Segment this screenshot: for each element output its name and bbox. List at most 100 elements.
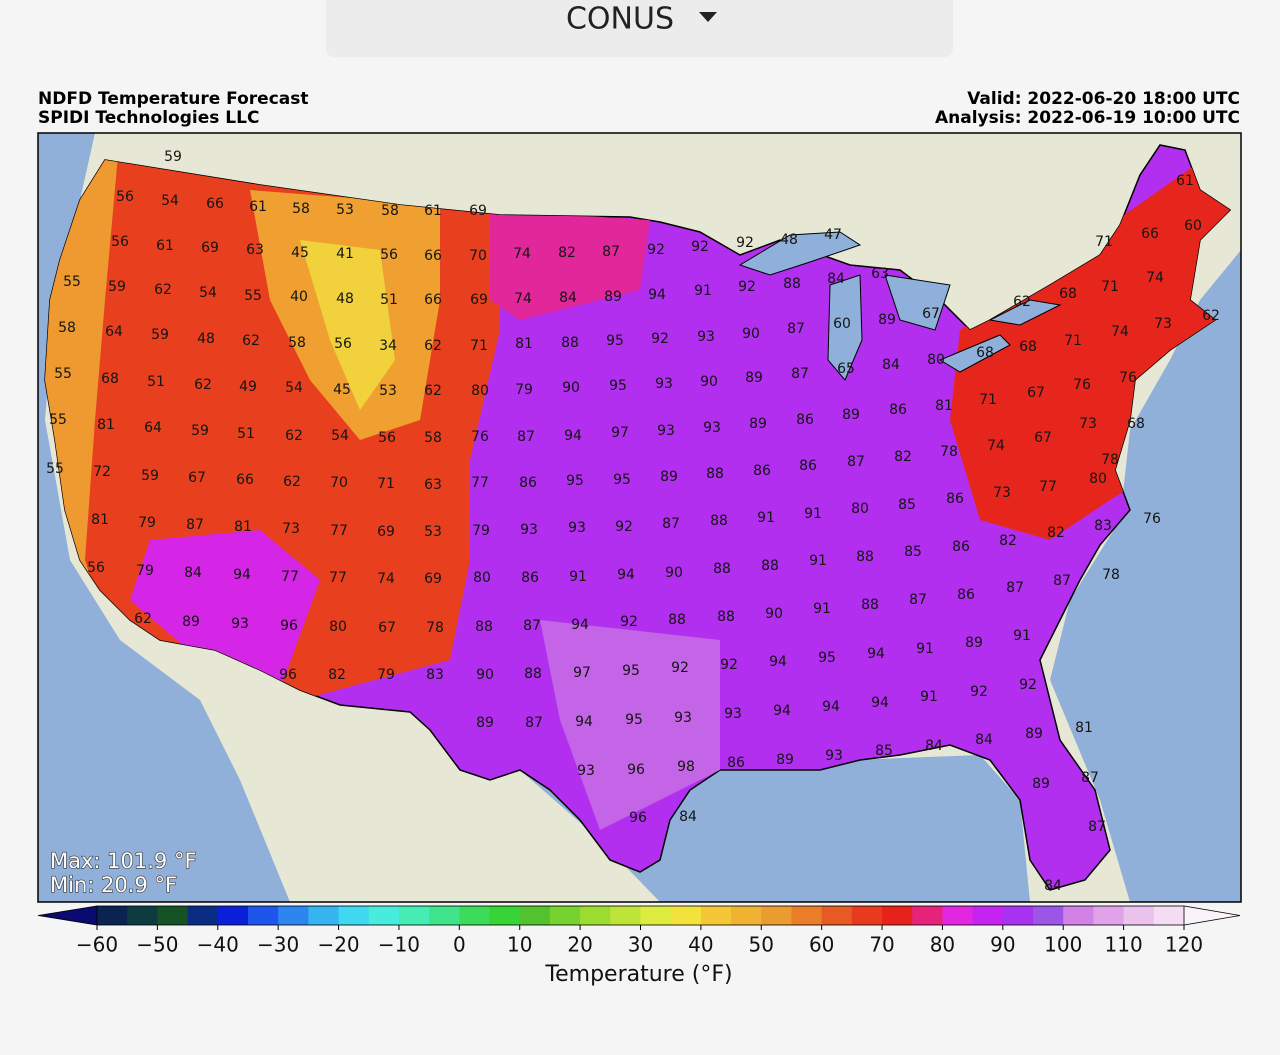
colorbar-bin [217,906,249,925]
temperature-label: 56 [334,336,352,352]
temperature-label: 77 [281,569,299,585]
colorbar-bin [912,906,943,925]
temperature-label: 78 [940,444,958,460]
dropdown-label[interactable]: CONUS [566,2,674,37]
temperature-label: 68 [976,345,994,361]
temperature-label: 95 [606,333,624,349]
max-stat: Max: 101.9 °F [50,849,197,873]
temperature-label: 88 [783,276,801,292]
temperature-label: 96 [629,810,647,826]
temperature-label: 85 [904,544,922,560]
dropdown-box[interactable] [326,0,953,57]
map-frame [37,132,1242,903]
temperature-label: 73 [282,521,300,537]
temperature-label: 94 [571,617,589,633]
temperature-label: 89 [745,370,763,386]
temperature-label: 93 [697,329,715,345]
temperature-label: 55 [54,366,72,382]
temperature-label: 93 [231,616,249,632]
temperature-label: 66 [424,292,442,308]
temperature-label: 63 [424,477,442,493]
colorbar-bin [157,906,189,925]
temperature-label: 94 [769,654,787,670]
temperature-label: 80 [1089,471,1107,487]
temperature-label: 62 [283,474,301,490]
temperature-label: 87 [847,454,865,470]
colorbar-tick-label: −20 [317,933,359,957]
temperature-label: 34 [379,338,397,354]
colorbar-tick-label: 0 [453,933,466,957]
temperature-label: 90 [765,606,783,622]
temperature-label: 87 [662,516,680,532]
temperature-label: 67 [1034,430,1052,446]
temperature-label: 98 [677,759,695,775]
temperature-label: 51 [147,374,165,390]
temperature-label: 74 [513,246,531,262]
temperature-labels: 59 56 54 66 61 58 53 58 61 69 56 61 69 63 45 41 56 66 70 74… [46,149,1220,894]
temperature-label: 76 [1073,377,1091,393]
temperature-label: 91 [813,601,831,617]
temperature-label: 87 [517,429,535,445]
temperature-label: 82 [999,533,1017,549]
temperature-label: 87 [602,244,620,260]
temperature-label: 89 [965,635,983,651]
temperature-label: 72 [93,464,111,480]
temperature-label: 93 [825,748,843,764]
temperature-label: 74 [987,438,1005,454]
colorbar-tick-label: −50 [136,933,178,957]
colorbar-bin [97,906,128,925]
colorbar-bin [368,906,400,925]
temperature-label: 82 [894,449,912,465]
temperature-label: 86 [519,475,537,491]
temperature-label: 54 [161,193,179,209]
dropdown-arrow[interactable] [699,12,717,22]
temperature-label: 59 [191,423,209,439]
temperature-label: 82 [558,245,576,261]
colorbar-bin [398,906,430,925]
temperature-label: 80 [473,570,491,586]
dropdown[interactable]: CONUS [326,0,953,57]
temperature-label: 68 [1059,286,1077,302]
temperature-label: 86 [889,402,907,418]
temperature-label: 40 [290,289,308,305]
colorbar-under [37,905,98,926]
temperature-label: 88 [861,597,879,613]
temperature-label: 54 [285,380,303,396]
temperature-label: 59 [151,327,169,343]
temperature-label: 90 [742,326,760,342]
temperature-label: 89 [1032,776,1050,792]
temperature-label: 54 [199,285,217,301]
colorbar-bin [791,906,823,925]
temperature-label: 69 [201,240,219,256]
temperature-label: 78 [1101,452,1119,468]
temperature-label: 89 [878,312,896,328]
temperature-label: 93 [568,520,586,536]
temperature-label: 62 [242,333,260,349]
colorbar-bin [1063,906,1094,925]
colorbar-tick-label: 20 [567,933,592,957]
temperature-label: 91 [694,283,712,299]
temperature-label: 84 [827,271,845,287]
colorbar-tick-label: −60 [76,933,118,957]
temperature-label: 45 [291,245,309,261]
temperature-label: 79 [377,667,395,683]
temperature-label: 71 [1095,234,1113,250]
colorbar-bin [580,906,611,925]
temperature-label: 96 [279,667,297,683]
colorbar-tick-label: 30 [628,933,653,957]
temperature-label: 86 [727,755,745,771]
temperature-label: 94 [575,714,593,730]
temperature-label: 67 [922,306,940,322]
atlantic [1050,250,1241,902]
temperature-label: 92 [720,657,738,673]
temperature-label: 61 [249,199,267,215]
temperature-label: 76 [1143,511,1161,527]
colorbar-bin [127,906,158,925]
temperature-label: 94 [867,646,885,662]
temperature-label: 74 [1111,324,1129,340]
temperature-label: 94 [871,695,889,711]
temperature-label: 77 [471,475,489,491]
temperature-label: 94 [773,703,791,719]
temperature-label: 95 [622,663,640,679]
temperature-label: 93 [724,706,742,722]
